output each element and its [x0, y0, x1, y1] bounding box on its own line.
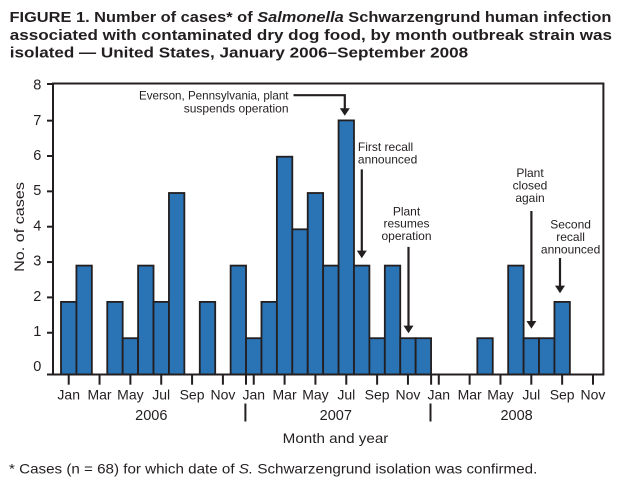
svg-text:8: 8	[33, 78, 41, 94]
svg-text:4: 4	[33, 218, 41, 234]
svg-text:Jul: Jul	[337, 386, 355, 402]
svg-text:again: again	[515, 191, 544, 205]
svg-text:resumes: resumes	[383, 217, 429, 231]
svg-text:7: 7	[33, 113, 41, 129]
svg-text:Plant: Plant	[393, 204, 421, 218]
svg-text:recall: recall	[556, 230, 585, 244]
svg-text:Sep: Sep	[180, 386, 205, 402]
svg-text:Nov: Nov	[395, 386, 420, 402]
svg-text:5: 5	[33, 183, 41, 199]
svg-text:closed: closed	[513, 178, 548, 192]
svg-text:6: 6	[33, 148, 41, 164]
svg-text:Jan: Jan	[57, 386, 80, 402]
svg-text:Everson, Pennsylvania, plant: Everson, Pennsylvania, plant	[139, 88, 289, 102]
svg-text:Plant: Plant	[516, 166, 544, 180]
svg-text:No. of cases: No. of cases	[12, 182, 28, 272]
svg-text:0: 0	[33, 359, 41, 375]
svg-text:Month and year: Month and year	[283, 431, 389, 446]
svg-text:2007: 2007	[320, 408, 352, 424]
svg-text:Mar: Mar	[87, 386, 111, 402]
svg-text:2006: 2006	[135, 408, 167, 424]
svg-text:Jan: Jan	[242, 386, 265, 402]
svg-text:Nov: Nov	[210, 386, 235, 402]
svg-text:* Cases (n = 68) for which dat: * Cases (n = 68) for which date of S. Sc…	[9, 462, 537, 477]
svg-text:associated with contaminated d: associated with contaminated dry dog foo…	[10, 27, 612, 44]
svg-text:FIGURE 1. Number of cases* of: FIGURE 1. Number of cases* of Salmonella…	[10, 10, 612, 26]
svg-text:Mar: Mar	[458, 386, 482, 402]
svg-text:May: May	[117, 386, 143, 402]
svg-text:operation: operation	[381, 229, 431, 243]
svg-text:2: 2	[33, 289, 41, 305]
svg-text:Second: Second	[550, 217, 591, 231]
svg-text:announced: announced	[541, 242, 600, 256]
svg-text:May: May	[487, 386, 513, 402]
svg-text:suspends operation: suspends operation	[184, 101, 289, 115]
svg-text:May: May	[302, 386, 328, 402]
svg-text:1: 1	[33, 324, 41, 340]
svg-text:Jan: Jan	[428, 386, 451, 402]
svg-text:Jul: Jul	[522, 386, 540, 402]
svg-text:3: 3	[33, 254, 41, 270]
svg-text:Sep: Sep	[550, 386, 575, 402]
svg-text:2008: 2008	[500, 408, 532, 424]
svg-text:Jul: Jul	[152, 386, 170, 402]
svg-text:Mar: Mar	[273, 386, 297, 402]
svg-text:First recall: First recall	[358, 140, 413, 154]
svg-text:Sep: Sep	[365, 386, 390, 402]
svg-text:isolated — United States, Janu: isolated — United States, January 2006–S…	[10, 45, 468, 62]
svg-text:Nov: Nov	[581, 386, 606, 402]
svg-text:announced: announced	[358, 152, 417, 166]
